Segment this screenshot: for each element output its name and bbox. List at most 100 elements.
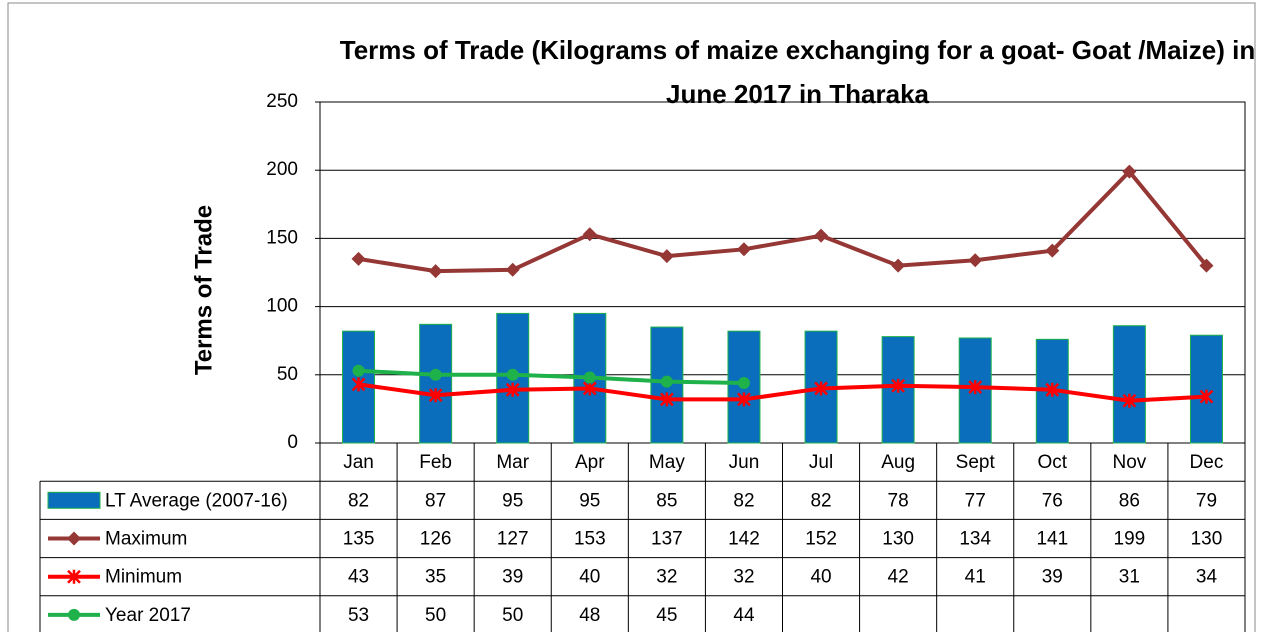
line (358, 368, 744, 385)
marker (582, 227, 597, 242)
y-tick-label: 50 (277, 364, 298, 385)
legend-label: Minimum (105, 567, 182, 588)
marker (351, 377, 366, 392)
marker (1199, 389, 1214, 404)
line (358, 169, 1209, 274)
table-value: 82 (348, 490, 369, 511)
table-value: 76 (1042, 490, 1063, 511)
table-value: 34 (1196, 567, 1218, 588)
table-value: 50 (425, 605, 446, 626)
table-value: 82 (733, 490, 754, 511)
marker (659, 249, 674, 264)
table-value: 86 (1119, 490, 1140, 511)
table-value: 95 (579, 490, 600, 511)
y-tick-label: 100 (266, 296, 298, 317)
table-value: 152 (805, 529, 837, 550)
y-tick-label: 150 (266, 227, 298, 248)
table-value: 42 (888, 567, 909, 588)
table-value: 130 (1191, 529, 1223, 550)
table-value: 40 (810, 567, 831, 588)
line (358, 382, 1207, 403)
marker (505, 382, 520, 397)
y-axis-label: Terms of Trade (190, 205, 217, 375)
x-tick-label: Nov (1112, 452, 1146, 473)
y-tick-label: 0 (287, 432, 298, 453)
table-value: 39 (502, 567, 523, 588)
x-tick-label: Feb (419, 452, 452, 473)
marker (428, 264, 443, 279)
x-tick-label: May (649, 452, 685, 473)
table-value: 39 (1042, 567, 1063, 588)
x-tick-label: Oct (1038, 452, 1068, 473)
marker (891, 258, 906, 273)
marker (428, 388, 443, 403)
x-tick-label: Sept (956, 452, 996, 473)
table-value: 48 (579, 605, 600, 626)
table-value: 53 (348, 605, 369, 626)
table-value: 134 (959, 529, 991, 550)
marker (68, 608, 80, 621)
table-value: 142 (728, 529, 760, 550)
marker (1122, 393, 1137, 408)
marker (429, 368, 442, 381)
table-value: 130 (882, 529, 914, 550)
marker (737, 376, 750, 389)
marker (583, 371, 596, 384)
marker (814, 381, 828, 396)
table-value: 137 (651, 529, 683, 550)
table-value: 87 (425, 490, 446, 511)
table-value: 31 (1119, 567, 1140, 588)
marker (737, 392, 751, 407)
marker (506, 368, 519, 381)
bar (1189, 334, 1223, 444)
x-tick-label: Apr (575, 452, 605, 473)
marker (67, 531, 81, 546)
y-tick-label: 200 (266, 159, 298, 180)
legend-key (47, 491, 101, 509)
marker (1045, 382, 1060, 397)
table-value: 41 (965, 567, 986, 588)
table-value: 50 (502, 605, 523, 626)
table-value: 79 (1196, 490, 1217, 511)
table-value: 135 (343, 529, 375, 550)
x-tick-label: Jul (809, 452, 833, 473)
table-value: 43 (348, 567, 369, 588)
marker (968, 253, 983, 268)
x-tick-label: Jan (343, 452, 374, 473)
marker (968, 380, 983, 395)
bar (1112, 325, 1146, 444)
marker (659, 392, 674, 407)
marker (736, 242, 751, 257)
chart-frame (7, 2, 1256, 632)
marker (814, 228, 829, 243)
bar (419, 323, 453, 444)
table-value: 35 (425, 567, 446, 588)
table-value: 85 (656, 490, 677, 511)
marker (505, 262, 520, 277)
bar (496, 312, 530, 444)
marker (582, 381, 597, 396)
y-tick-label: 250 (266, 91, 298, 112)
table-value: 126 (420, 529, 452, 550)
table-value: 77 (965, 490, 986, 511)
table-value: 82 (810, 490, 831, 511)
table-value: 95 (502, 490, 523, 511)
table-value: 127 (497, 529, 529, 550)
table-value: 32 (733, 567, 754, 588)
marker (891, 378, 906, 393)
marker (351, 251, 366, 266)
x-tick-label: Jun (729, 452, 760, 473)
marker (660, 375, 673, 388)
table-value: 40 (579, 567, 600, 588)
marker (352, 364, 365, 377)
table-value: 141 (1036, 529, 1068, 550)
x-tick-label: Mar (496, 452, 529, 473)
legend-label: Year 2017 (105, 605, 191, 626)
legend-label: LT Average (2007-16) (105, 490, 288, 511)
table-value: 78 (888, 490, 909, 511)
marker (1045, 243, 1060, 258)
table-value: 45 (656, 605, 677, 626)
chart-title: Terms of Trade (Kilograms of maize excha… (339, 35, 1256, 109)
